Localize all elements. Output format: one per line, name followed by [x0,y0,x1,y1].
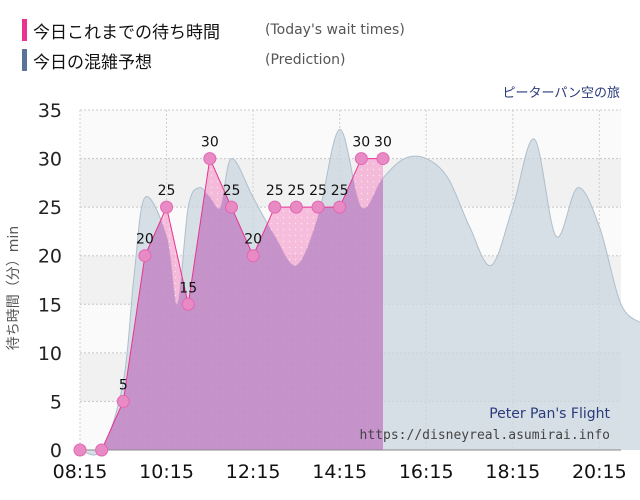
data-point [224,200,238,214]
y-axis-label-text: 待ち時間（分）min [6,226,22,350]
data-point [311,200,325,214]
data-point [268,200,282,214]
data-label: 25 [266,183,284,199]
data-point [181,297,195,311]
data-point [116,394,130,408]
data-label: 20 [136,232,154,248]
data-label: 20 [244,232,262,248]
data-label: 15 [179,280,197,296]
data-label: 25 [158,183,176,199]
data-label: 30 [374,135,392,151]
legend-prediction: 今日の混雑予想 (Prediction) [22,48,346,73]
data-point [73,443,87,457]
data-point [160,200,174,214]
source-url: https://disneyreal.asumirai.info [359,428,610,443]
data-label: 25 [331,183,349,199]
data-point [95,443,109,457]
legend-today: 今日これまでの待ち時間 (Today's wait times) [22,18,405,43]
y-axis-label: 待ち時間（分）min [6,226,22,350]
y-tick-label: 5 [50,391,62,413]
y-tick-label: 10 [38,343,62,365]
x-tick-label: 20:15 [572,461,627,483]
data-label: 30 [201,135,219,151]
data-point [376,152,390,166]
x-tick-label: 16:15 [399,461,454,483]
data-label: 25 [309,183,327,199]
x-tick-label: 08:15 [53,461,108,483]
y-tick-label: 20 [38,246,62,268]
legend-today-label-en: (Today's wait times) [265,22,405,38]
legend-prediction-swatch [22,49,27,71]
y-tick-label: 25 [38,197,62,219]
data-point [203,152,217,166]
data-label: 25 [223,183,241,199]
x-tick-label: 12:15 [226,461,281,483]
legend-today-label-jp: 今日これまでの待ち時間 [33,22,220,43]
y-tick-label: 15 [38,294,62,316]
data-point [354,152,368,166]
grid-band [80,110,621,159]
y-tick-label: 0 [50,440,62,462]
x-tick-label: 18:15 [485,461,540,483]
x-tick-label: 14:15 [312,461,367,483]
ride-name-jp: ピーターパン空の旅 [502,86,620,101]
data-point [289,200,303,214]
data-label: 30 [352,135,370,151]
data-point [138,249,152,263]
data-label: 5 [119,377,128,393]
y-tick-label: 30 [38,149,62,171]
legend-prediction-label-jp: 今日の混雑予想 [33,52,152,73]
legend-prediction-label-en: (Prediction) [265,52,346,68]
legend-today-swatch [22,19,27,41]
y-tick-label: 35 [38,100,62,122]
data-point [333,200,347,214]
ride-name-en: Peter Pan's Flight [489,406,610,422]
x-tick-label: 10:15 [139,461,194,483]
data-point [246,249,260,263]
data-label: 25 [287,183,305,199]
